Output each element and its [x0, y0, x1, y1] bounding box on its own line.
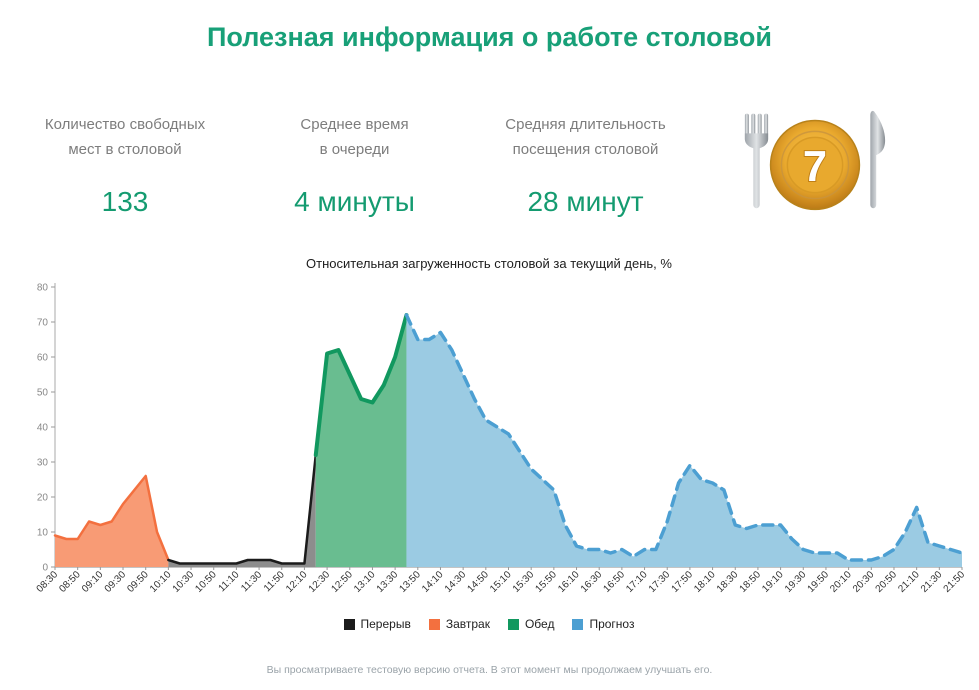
svg-text:70: 70 — [37, 318, 49, 329]
stat-free-seats-value: 133 — [101, 186, 149, 217]
legend-label-breakfast: Завтрак — [445, 617, 490, 631]
svg-text:20:50: 20:50 — [874, 569, 900, 595]
cutlery-plate-svg: 7 — [744, 110, 886, 211]
svg-text:50: 50 — [37, 388, 49, 399]
svg-text:13:50: 13:50 — [397, 569, 423, 595]
svg-text:40: 40 — [37, 423, 49, 434]
svg-text:15:30: 15:30 — [511, 569, 537, 595]
legend-label-lunch: Обед — [524, 617, 555, 631]
chart-block: Относительная загруженность столовой за … — [6, 256, 972, 631]
svg-text:19:30: 19:30 — [783, 569, 809, 595]
legend-label-forecast: Прогноз — [589, 617, 635, 631]
stat-label-line-1: Среднее время — [300, 116, 409, 133]
svg-text:10:30: 10:30 — [171, 569, 197, 595]
stat-label-line-2: посещения столовой — [512, 141, 659, 158]
svg-text:18:10: 18:10 — [692, 569, 718, 595]
footer-note: Вы просматриваете тестовую версию отчета… — [266, 664, 713, 676]
stat-label-line-1: Количество свободных — [44, 116, 206, 133]
svg-text:20:10: 20:10 — [828, 569, 854, 595]
svg-text:14:30: 14:30 — [443, 569, 469, 595]
svg-text:11:30: 11:30 — [239, 569, 264, 594]
stat-label-line-1: Средняя длительность — [505, 116, 666, 133]
legend-item-lunch: Обед — [507, 617, 555, 631]
legend-label-break: Перерыв — [360, 617, 411, 631]
svg-text:16:10: 16:10 — [556, 569, 582, 595]
svg-text:09:50: 09:50 — [125, 569, 151, 595]
legend-swatch-break — [343, 618, 355, 630]
stat-visit-duration-value: 28 минут — [527, 186, 644, 217]
fork-icon — [744, 113, 769, 209]
stat-label-line-2: мест в столовой — [68, 141, 182, 158]
svg-text:09:30: 09:30 — [103, 569, 129, 595]
plate-number: 7 — [803, 143, 827, 191]
legend-item-breakfast: Завтрак — [428, 617, 490, 631]
stat-label-line-2: в очереди — [319, 141, 390, 158]
svg-text:10:50: 10:50 — [193, 569, 219, 595]
svg-text:17:30: 17:30 — [647, 569, 673, 595]
svg-text:80: 80 — [37, 283, 49, 294]
svg-text:20: 20 — [37, 493, 49, 504]
legend-swatch-lunch — [507, 618, 519, 630]
legend-swatch-forecast — [572, 618, 584, 630]
stat-visit-duration: Средняя длительность посещения столовой … — [468, 112, 703, 218]
svg-text:60: 60 — [37, 353, 49, 364]
svg-text:20:30: 20:30 — [851, 569, 877, 595]
svg-text:12:30: 12:30 — [307, 569, 333, 595]
svg-text:18:30: 18:30 — [715, 569, 741, 595]
svg-text:14:50: 14:50 — [465, 569, 491, 595]
svg-text:18:50: 18:50 — [738, 569, 764, 595]
legend-swatch-breakfast — [428, 618, 440, 630]
svg-text:17:50: 17:50 — [670, 569, 696, 595]
svg-text:19:10: 19:10 — [760, 569, 786, 595]
stat-free-seats-label: Количество свободных мест в столовой — [15, 112, 235, 162]
svg-text:19:50: 19:50 — [806, 569, 832, 595]
svg-text:12:10: 12:10 — [284, 569, 310, 595]
knife-icon — [870, 110, 886, 209]
legend-item-break: Перерыв — [343, 617, 411, 631]
stat-visit-duration-label: Средняя длительность посещения столовой — [468, 112, 703, 162]
svg-text:30: 30 — [37, 458, 49, 469]
svg-text:13:30: 13:30 — [375, 569, 401, 595]
svg-text:21:50: 21:50 — [942, 569, 968, 595]
svg-text:15:50: 15:50 — [533, 569, 559, 595]
svg-text:15:10: 15:10 — [488, 569, 514, 595]
svg-text:11:50: 11:50 — [262, 569, 287, 594]
legend-item-forecast: Прогноз — [572, 617, 634, 631]
stat-queue-time: Среднее время в очереди 4 минуты — [262, 112, 447, 218]
page-title: Полезная информация о работе столовой — [207, 22, 772, 52]
svg-text:21:10: 21:10 — [896, 569, 922, 595]
svg-text:11:10: 11:10 — [217, 569, 242, 594]
chart-title: Относительная загруженность столовой за … — [306, 256, 672, 271]
cutlery-plate-icon: 7 — [736, 103, 894, 225]
chart-legend: Перерыв Завтрак Обед Прогноз — [6, 617, 972, 631]
svg-text:21:30: 21:30 — [919, 569, 945, 595]
plate-icon: 7 — [769, 119, 861, 211]
chart-canvas: 0 10 20 30 40 50 60 70 80 08:3008:5009:1009:3009:… — [35, 283, 968, 595]
svg-text:13:10: 13:10 — [352, 569, 378, 595]
svg-text:10:10: 10:10 — [148, 569, 174, 595]
stat-queue-time-label: Среднее время в очереди — [262, 112, 447, 162]
stat-queue-time-value: 4 минуты — [294, 186, 415, 217]
svg-text:08:30: 08:30 — [35, 569, 61, 595]
svg-text:16:30: 16:30 — [579, 569, 605, 595]
svg-text:14:10: 14:10 — [420, 569, 446, 595]
svg-text:16:50: 16:50 — [602, 569, 628, 595]
svg-text:08:50: 08:50 — [57, 569, 83, 595]
svg-text:0: 0 — [42, 563, 48, 574]
svg-text:17:10: 17:10 — [624, 569, 650, 595]
svg-text:10: 10 — [37, 528, 49, 539]
svg-text:09:10: 09:10 — [80, 569, 106, 595]
stat-free-seats: Количество свободных мест в столовой 133 — [15, 112, 235, 218]
svg-text:12:50: 12:50 — [329, 569, 355, 595]
